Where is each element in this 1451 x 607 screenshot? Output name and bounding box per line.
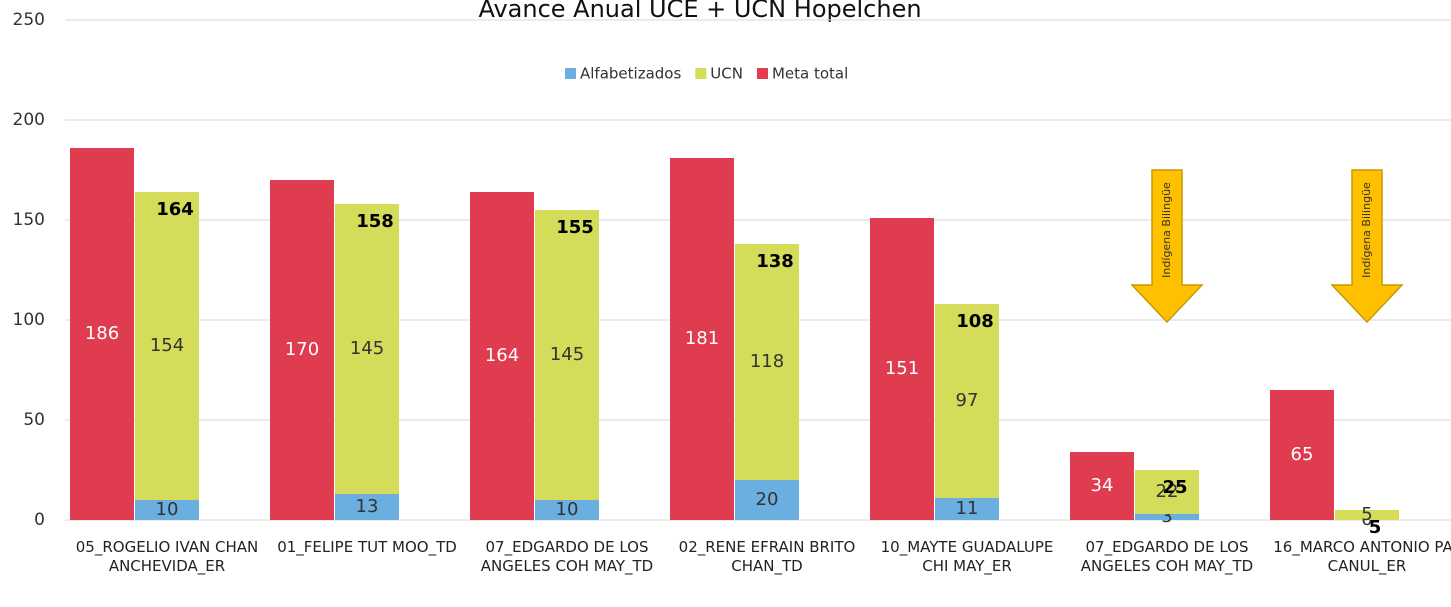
legend-label: Meta total — [772, 65, 848, 83]
legend-swatch — [756, 68, 768, 79]
bar — [270, 180, 334, 520]
annotation-arrow — [1130, 169, 1204, 324]
y-tick-label: 50 — [23, 410, 45, 430]
total-label: 158 — [356, 211, 394, 232]
x-tick-label: 10_MAYTE GUADALUPE CHI MAY_ER — [880, 538, 1054, 575]
annotation-text: Indígena Bilingüe — [1160, 182, 1173, 278]
chart-title: Avance Anual UCE + UCN Hopelchen — [478, 0, 921, 23]
bar — [470, 192, 534, 520]
x-tick-label: 01_FELIPE TUT MOO_TD — [277, 538, 457, 556]
value-label: 145 — [550, 344, 584, 365]
value-label: 13 — [356, 496, 379, 517]
value-label: 164 — [485, 345, 519, 366]
value-label: 170 — [285, 339, 319, 360]
bar — [70, 148, 134, 520]
y-tick-label: 250 — [13, 10, 45, 30]
value-label: 181 — [685, 328, 719, 349]
bar — [535, 210, 599, 500]
value-label: 11 — [956, 498, 979, 519]
value-label: 154 — [150, 335, 184, 356]
value-label: 186 — [85, 323, 119, 344]
legend-label: UCN — [710, 65, 743, 83]
legend-swatch — [695, 68, 707, 79]
bar — [335, 204, 399, 494]
value-label: 5 — [1361, 504, 1372, 525]
bar — [935, 498, 999, 520]
annotation-text: Indígena Bilingüe — [1360, 182, 1373, 278]
annotation-arrow — [1330, 169, 1404, 324]
y-tick-label: 100 — [13, 310, 45, 330]
bar — [1335, 510, 1399, 520]
value-label: 20 — [756, 489, 779, 510]
bar — [535, 500, 599, 520]
bar — [1270, 390, 1334, 520]
value-label: 3 — [1161, 506, 1172, 527]
x-tick-label: 02_RENE EFRAIN BRITO CHAN_TD — [678, 538, 856, 575]
value-label: 34 — [1091, 475, 1114, 496]
value-label: 10 — [156, 499, 179, 520]
bar — [1135, 470, 1199, 514]
bar — [135, 500, 199, 520]
legend-swatch — [565, 68, 576, 79]
x-tick-label: 16_MARCO ANTONIO PAT CANUL_ER — [1273, 538, 1451, 575]
x-tick-label: 05_ROGELIO IVAN CHAN ANCHEVIDA_ER — [75, 538, 259, 575]
x-tick-label: 07_EDGARDO DE LOS ANGELES COH MAY_TD — [480, 538, 654, 575]
legend-label: Alfabetizados — [580, 65, 681, 83]
bar — [670, 158, 734, 520]
y-tick-label: 150 — [13, 210, 45, 230]
total-label: 108 — [956, 311, 994, 332]
bar — [735, 480, 799, 520]
value-label: 10 — [556, 499, 579, 520]
total-label: 138 — [756, 251, 794, 272]
value-label: 65 — [1291, 444, 1314, 465]
bar — [1135, 514, 1199, 520]
bar — [870, 218, 934, 520]
bar — [135, 192, 199, 500]
total-label: 25 — [1162, 477, 1187, 498]
value-label: 151 — [885, 358, 919, 379]
value-label: 118 — [750, 351, 784, 372]
value-label: 145 — [350, 338, 384, 359]
bar — [1070, 452, 1134, 520]
y-tick-label: 200 — [13, 110, 45, 130]
x-tick-label: 07_EDGARDO DE LOS ANGELES COH MAY_TD — [1080, 538, 1254, 575]
bar — [735, 244, 799, 480]
total-label: 164 — [156, 199, 194, 220]
bar — [335, 494, 399, 520]
total-label: 155 — [556, 217, 594, 238]
bar — [935, 304, 999, 498]
total-label: 5 — [1369, 517, 1382, 538]
y-tick-label: 0 — [34, 510, 45, 530]
value-label: 22 — [1156, 481, 1179, 502]
value-label: 97 — [956, 390, 979, 411]
